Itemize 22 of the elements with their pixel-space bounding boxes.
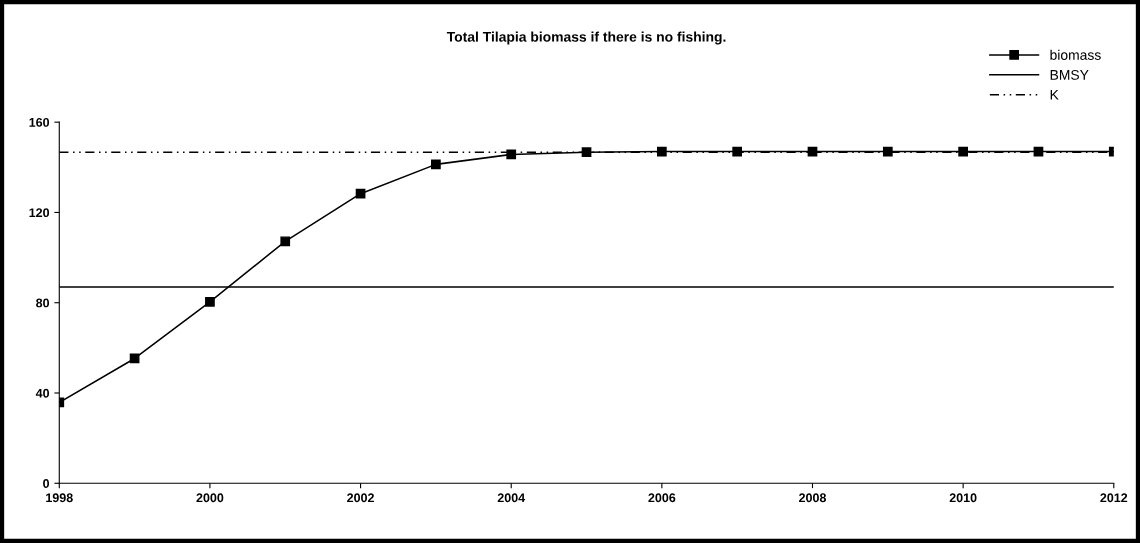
x-tick-label: 2008 <box>799 493 827 503</box>
y-tick-label: 120 <box>29 208 50 218</box>
point <box>431 159 441 170</box>
y-tick-label: 40 <box>35 388 50 398</box>
x-tick-label: 2002 <box>347 493 374 503</box>
y-tick-label: 0 <box>43 479 50 488</box>
legend-label: BMSY <box>1050 69 1089 80</box>
x-tick-label: 2010 <box>949 493 977 503</box>
point <box>280 236 291 247</box>
x-tick-label: 2006 <box>648 493 676 503</box>
x-tick-label: 2000 <box>196 493 224 503</box>
y-tick-label: 80 <box>36 298 50 308</box>
legend-label: biomass <box>1050 49 1101 60</box>
legend-label: K <box>1050 90 1059 100</box>
y-tick-label: 160 <box>29 117 50 127</box>
point <box>355 188 366 199</box>
point <box>205 296 215 307</box>
x-tick-label: 1998 <box>46 493 73 503</box>
x-tick-label: 2012 <box>1100 493 1128 503</box>
point <box>958 146 968 157</box>
x-tick-label: 2004 <box>497 493 526 503</box>
chart-title: Total Tilapia biomass if there is no fishing. <box>446 31 726 45</box>
